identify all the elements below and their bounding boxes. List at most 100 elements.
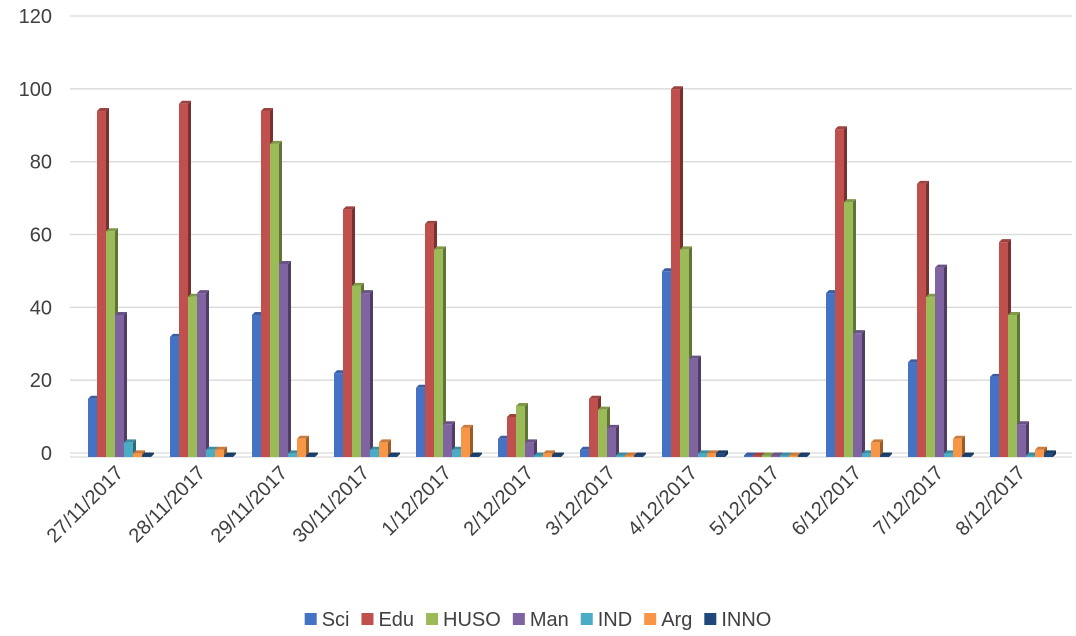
bar-front [762,455,771,457]
bar-front [215,449,224,457]
bar-top [361,290,373,294]
bar-top [1035,446,1047,450]
bar-front [133,453,142,457]
bar-top [999,239,1011,243]
bar-arg [953,435,965,457]
bar-side [388,439,391,457]
bar-front [270,143,279,458]
bar-side [315,452,318,457]
bar-arg [379,439,391,457]
bar-side [534,439,537,457]
bar-top [789,452,801,456]
bar-side [370,290,373,457]
legend-label: Edu [378,609,414,631]
bar-front [197,293,206,457]
bar-inno [1044,450,1056,457]
bar-top [470,452,482,456]
legend-label: Sci [322,609,350,631]
x-tick-label: 5/12/2017 [706,462,784,540]
bar-front [789,455,798,457]
bar-side [1053,450,1056,457]
legend-item-man: Man [512,609,569,631]
bar-top [962,452,974,456]
bar-side [479,452,482,457]
bar-inno [634,452,646,457]
bar-front [1044,453,1053,457]
bar-top [689,355,701,359]
bar-side [561,452,564,457]
bar-front [962,455,971,457]
legend-item-ind: IND [580,609,632,631]
bar-top [142,452,154,456]
legend-item-huso: HUSO [426,609,501,631]
bar-inno [552,452,564,457]
bar-front [188,296,197,457]
y-tick-label: 80 [30,152,52,174]
bar-top [798,452,810,456]
y-tick-label: 60 [30,225,52,247]
bar-side [698,355,701,457]
legend-label: Arg [661,609,692,631]
y-tick-label: 40 [30,297,52,319]
bar-top [297,435,309,439]
bar-side [443,246,446,457]
bar-front [689,358,698,457]
bar-front [252,314,261,457]
bar-front [115,314,124,457]
bar-top [844,199,856,203]
bar-front [388,455,397,457]
bar-front [908,362,917,457]
bar-top [443,421,455,425]
bar-front [443,424,452,457]
bar-front [835,129,844,457]
bar-front [871,442,880,457]
bar-top [306,452,318,456]
legend-swatch [704,613,717,625]
bar-top [698,450,710,454]
x-tick-label: 1/12/2017 [378,462,456,540]
bar-man [1017,421,1029,457]
bar-side [1017,311,1020,457]
bar-top [197,290,209,294]
x-tick-label: 30/11/2017 [289,462,374,547]
bar-front [917,183,926,457]
bar-front [744,455,753,457]
bar-man [197,290,209,457]
legend-item-arg: Arg [644,609,692,631]
bar-front [844,202,853,457]
bar-top [607,424,619,428]
bar-front [279,263,288,457]
bar-top [224,452,236,456]
bar-front [452,449,461,457]
bar-top [871,439,883,443]
legend-label: INNO [721,609,771,631]
bar-front [124,442,133,457]
x-tick-label: 29/11/2017 [207,462,292,547]
bar-top [388,452,400,456]
bar-top [935,264,947,268]
x-tick-label: 4/12/2017 [624,462,702,540]
bar-front [507,416,516,457]
bar-side [725,450,728,457]
bar-front [798,455,807,457]
bar-top [1044,450,1056,454]
bar-front [370,449,379,457]
bar-inno [388,452,400,457]
bar-front [352,285,361,457]
bar-front [525,442,534,457]
legend-swatch [644,613,657,625]
gridlines [70,15,1072,458]
bar-top [261,108,273,112]
bar-front [853,333,862,457]
bar-front [944,453,953,457]
bar-huso [434,246,446,457]
y-tick-label: 120 [19,6,52,28]
bar-front [534,455,543,457]
bar-front [990,376,999,457]
bar-top [379,439,391,443]
legend-label: Man [530,609,569,631]
bar-side [944,264,947,457]
bar-side [643,452,646,457]
bar-front [826,293,835,457]
x-tick-label: 3/12/2017 [542,462,620,540]
